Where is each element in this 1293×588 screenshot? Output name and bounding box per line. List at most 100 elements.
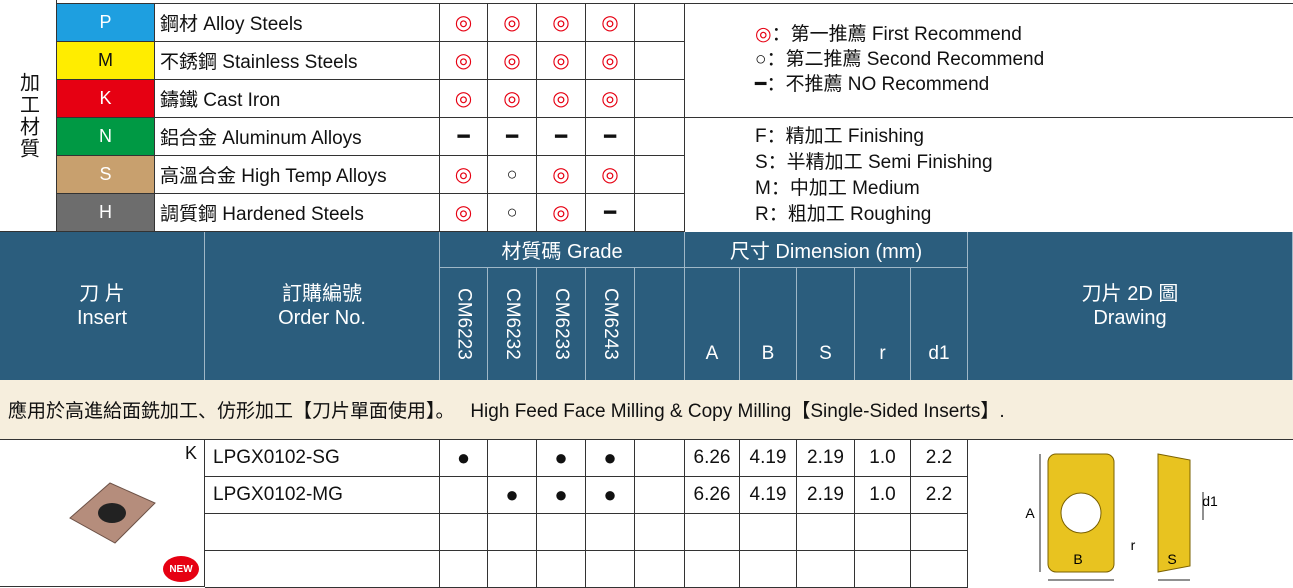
drawing-label: B bbox=[1073, 551, 1082, 567]
legend-recommend: ◎：第一推薦 First Recommend ○：第二推薦 Second Reco… bbox=[685, 0, 1293, 118]
legend-text: R：粗加工 Roughing bbox=[755, 204, 932, 225]
grade-cell: ● bbox=[537, 440, 586, 477]
grade-symbol: ○ bbox=[488, 156, 537, 194]
legend-text: F：精加工 Finishing bbox=[755, 126, 924, 147]
dim-header: r bbox=[855, 268, 911, 380]
grade-cell: ● bbox=[488, 477, 537, 514]
legend-symbol: ○ bbox=[755, 49, 767, 70]
dim-cell: 2.2 bbox=[911, 440, 968, 477]
insert-tag: K bbox=[184, 442, 197, 463]
dim-header: B bbox=[740, 268, 797, 380]
grade-cell: ● bbox=[586, 477, 635, 514]
legend-item: ━：不推薦 NO Recommend bbox=[755, 72, 989, 97]
grade-symbol: ◎ bbox=[488, 42, 537, 80]
drawing-label: r bbox=[1131, 537, 1136, 553]
grade-cell bbox=[635, 551, 685, 588]
material-code: H bbox=[57, 194, 155, 232]
material-label: 加工材質 bbox=[0, 0, 57, 232]
dim-cell bbox=[911, 551, 968, 588]
grade-symbol: ◎ bbox=[440, 42, 488, 80]
material-name: 高溫合金 High Temp Alloys bbox=[155, 156, 440, 194]
legend-symbol: ━ bbox=[755, 74, 767, 95]
legend-text: ：不推薦 NO Recommend bbox=[766, 74, 990, 95]
dim-cell bbox=[740, 551, 797, 588]
order-header-line: 訂購編號 bbox=[282, 283, 362, 305]
insert-header: 刀 片 Insert bbox=[0, 232, 205, 380]
grade-symbol: ◎ bbox=[488, 4, 537, 42]
dim-header: d1 bbox=[911, 268, 968, 380]
grade-symbol: ◎ bbox=[537, 4, 586, 42]
order-cell bbox=[205, 551, 440, 588]
shape bbox=[1157, 453, 1191, 573]
dim-cell: 2.19 bbox=[797, 477, 855, 514]
empty-cell bbox=[635, 194, 685, 232]
legend-text: ：第一推薦 First Recommend bbox=[771, 24, 1022, 45]
drawing-header-line: 刀片 2D 圖 bbox=[1081, 283, 1179, 305]
grade-cell: ● bbox=[440, 440, 488, 477]
grade-symbol: ◎ bbox=[586, 4, 635, 42]
drawing-label: d1 bbox=[1202, 493, 1218, 509]
dim-cell bbox=[855, 551, 911, 588]
empty-cell bbox=[635, 80, 685, 118]
grade-cell bbox=[537, 551, 586, 588]
header-band bbox=[0, 232, 1293, 380]
grade-cell: ● bbox=[586, 440, 635, 477]
order-header: 訂購編號 Order No. bbox=[205, 232, 440, 380]
grade-symbol: ◎ bbox=[586, 80, 635, 118]
grade-cell bbox=[440, 477, 488, 514]
dim-cell bbox=[911, 514, 968, 551]
legend-text: ：第二推薦 Second Recommend bbox=[766, 49, 1045, 70]
grade-cell bbox=[488, 514, 537, 551]
empty-cell bbox=[635, 118, 685, 156]
dim-cell bbox=[797, 514, 855, 551]
order-cell bbox=[205, 514, 440, 551]
material-code: K bbox=[57, 80, 155, 118]
dim-cell: 1.0 bbox=[855, 477, 911, 514]
grade-symbol: ━ bbox=[586, 118, 635, 156]
grade-code: CM6232 bbox=[488, 268, 537, 380]
legend-symbol: ◎ bbox=[755, 24, 772, 45]
empty-header bbox=[635, 268, 685, 380]
dim-cell: 2.19 bbox=[797, 440, 855, 477]
legend-item: ◎：第一推薦 First Recommend bbox=[755, 22, 1022, 47]
section-title: 應用於高進給面銑加工、仿形加工【刀片單面使用】。 High Feed Face … bbox=[0, 380, 1293, 440]
dim-header: A bbox=[685, 268, 740, 380]
order-cell: LPGX0102-MG bbox=[205, 477, 440, 514]
dim-cell: 6.26 bbox=[685, 440, 740, 477]
legend-text: M：中加工 Medium bbox=[755, 178, 920, 199]
drawing-label: A bbox=[1025, 505, 1035, 521]
grade-symbol: ━ bbox=[440, 118, 488, 156]
dim-cell: 2.2 bbox=[911, 477, 968, 514]
grade-symbol: ○ bbox=[488, 194, 537, 232]
material-name: 鋼材 Alloy Steels bbox=[155, 4, 440, 42]
material-name: 鋁合金 Aluminum Alloys bbox=[155, 118, 440, 156]
empty-cell bbox=[635, 4, 685, 42]
dim-cell: 4.19 bbox=[740, 440, 797, 477]
grade-symbol: ◎ bbox=[537, 194, 586, 232]
material-name: 鑄鐵 Cast Iron bbox=[155, 80, 440, 118]
grade-cell bbox=[635, 514, 685, 551]
dim-cell: 4.19 bbox=[740, 477, 797, 514]
grade-cell bbox=[488, 440, 537, 477]
insert-image: A Br d1 S bbox=[1025, 453, 1218, 581]
dim-cell bbox=[855, 514, 911, 551]
drawing-label: S bbox=[1167, 551, 1176, 567]
insert-image bbox=[69, 482, 156, 544]
grade-cell bbox=[488, 551, 537, 588]
dim-cell: 6.26 bbox=[685, 477, 740, 514]
grade-code: CM6223 bbox=[440, 268, 488, 380]
legend-machining: F：精加工 Finishing S：半精加工 Semi Finishing M：中加… bbox=[685, 118, 1293, 232]
grade-cell bbox=[586, 514, 635, 551]
grade-cell: ● bbox=[537, 477, 586, 514]
grade-symbol: ◎ bbox=[537, 42, 586, 80]
grade-symbol: ◎ bbox=[586, 42, 635, 80]
insert-header-line: 刀 片 bbox=[79, 283, 125, 305]
grade-symbol: ◎ bbox=[440, 194, 488, 232]
grade-symbol: ◎ bbox=[537, 156, 586, 194]
grade-header: 材質碼 Grade bbox=[440, 232, 685, 268]
grade-symbol: ◎ bbox=[440, 80, 488, 118]
top-border bbox=[57, 0, 1293, 4]
order-cell: LPGX0102-SG bbox=[205, 440, 440, 477]
grade-symbol: ━ bbox=[488, 118, 537, 156]
